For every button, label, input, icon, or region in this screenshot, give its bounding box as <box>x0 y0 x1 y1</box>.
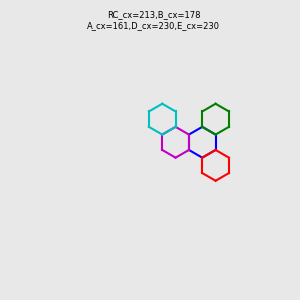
Title: RC_cx=213,B_cx=178
A_cx=161,D_cx=230,E_cx=230: RC_cx=213,B_cx=178 A_cx=161,D_cx=230,E_c… <box>87 10 220 30</box>
